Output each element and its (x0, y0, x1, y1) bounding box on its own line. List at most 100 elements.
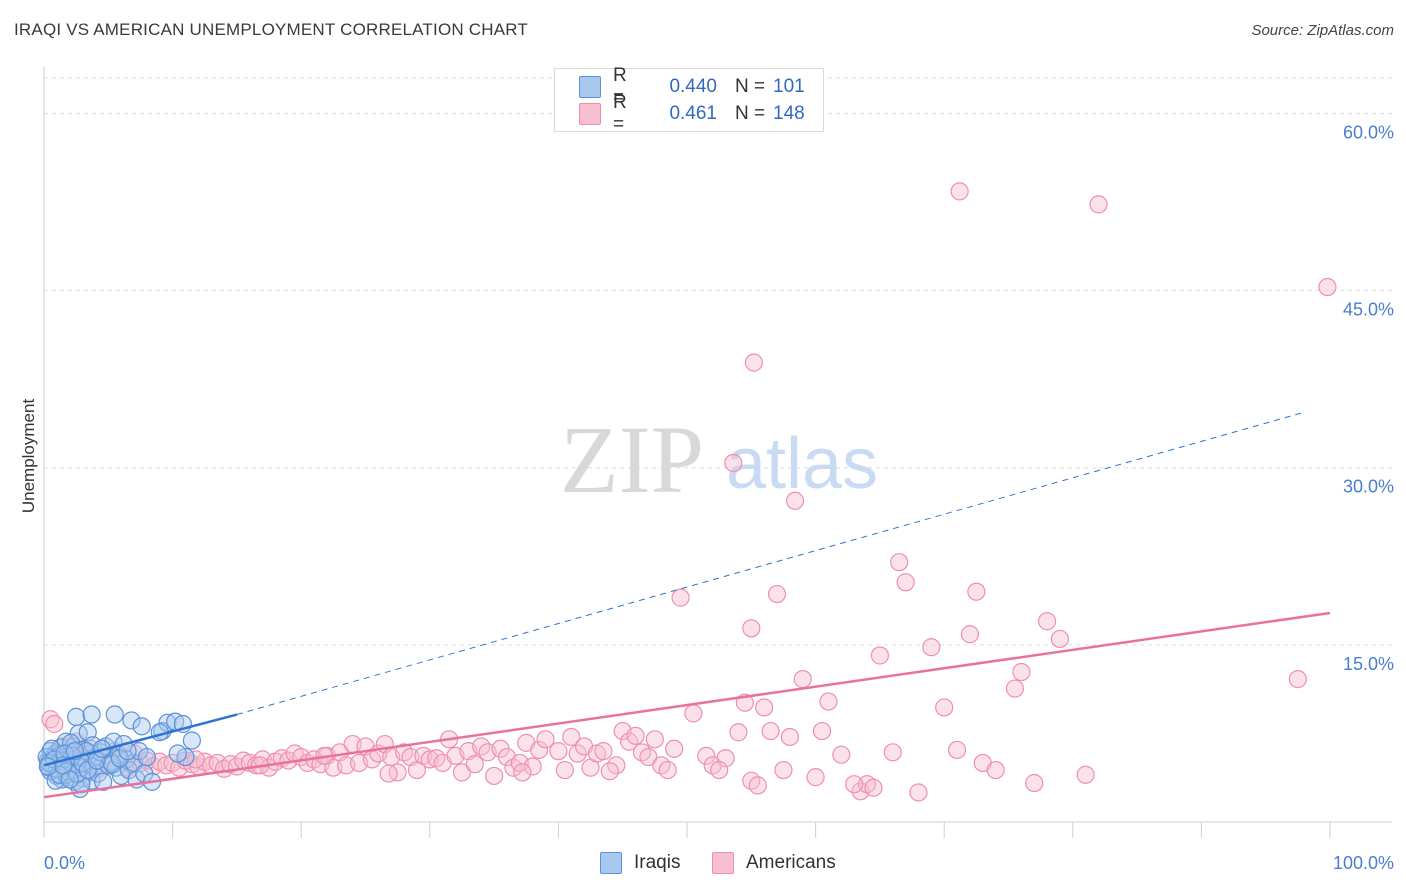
legend-item-iraqis[interactable]: Iraqis (600, 852, 680, 874)
iraqi-point (82, 705, 101, 724)
american-point (1012, 662, 1031, 682)
american-point (1076, 765, 1095, 784)
american-point (1005, 679, 1025, 698)
americans-swatch (579, 103, 601, 125)
watermark-atlas: atlas (726, 424, 878, 504)
american-point (742, 619, 761, 638)
american-point (1288, 670, 1307, 689)
american-point (626, 726, 645, 745)
american-point (452, 763, 472, 782)
y-tick-label: 60.0% (1343, 122, 1394, 142)
american-point (485, 766, 504, 786)
iraqis-points (37, 705, 201, 799)
american-point (555, 760, 574, 780)
american-point (568, 744, 587, 763)
americans-trend-line (43, 611, 1331, 799)
american-point (935, 698, 954, 717)
x-tick-label-min: 0.0% (44, 853, 85, 873)
american-point (864, 778, 883, 797)
american-point (379, 764, 398, 783)
american-point (883, 743, 902, 762)
american-point (806, 768, 825, 787)
american-point (729, 723, 748, 742)
americans-legend-swatch (712, 852, 734, 874)
trend-lines (43, 411, 1331, 799)
american-point (793, 670, 812, 689)
american-point (639, 747, 658, 767)
gridlines (44, 77, 1392, 646)
american-point (780, 727, 799, 747)
american-point (1318, 277, 1337, 297)
legend-item-americans[interactable]: Americans (712, 852, 836, 874)
iraqi-point (110, 749, 129, 768)
iraqi-point (122, 711, 141, 730)
axes (43, 66, 1392, 838)
american-point (710, 760, 729, 780)
american-point (870, 646, 890, 665)
american-point (761, 721, 780, 741)
american-point (785, 491, 805, 510)
americans-n-label: N = (735, 103, 766, 124)
american-point (536, 730, 555, 749)
iraqi-point (105, 705, 124, 724)
american-point (671, 588, 690, 607)
watermark-zip: ZIP (560, 406, 704, 513)
americans-r-label: R = (613, 92, 627, 135)
y-tick-labels: 15.0% 30.0% 45.0% 60.0% (1343, 122, 1394, 673)
american-point (896, 573, 915, 592)
american-point (1025, 773, 1044, 793)
american-point (600, 762, 619, 781)
iraqi-point (158, 713, 177, 732)
iraqis-legend-label: Iraqis (634, 852, 681, 873)
iraqis-swatch (579, 76, 601, 98)
american-point (665, 739, 684, 758)
x-tick-label-max: 100.0% (1333, 853, 1394, 873)
iraqi-point (132, 717, 151, 736)
american-point (986, 760, 1005, 780)
american-point (513, 763, 532, 782)
americans-n-value: 148 (773, 103, 805, 124)
iraqis-legend-swatch (600, 852, 622, 874)
series-legend: Iraqis Americans (0, 852, 1406, 878)
american-point (748, 776, 767, 795)
y-tick-label: 15.0% (1343, 654, 1394, 674)
american-point (967, 582, 986, 601)
american-point (960, 625, 980, 644)
iraqis-trend-extension (236, 411, 1305, 716)
american-point (1037, 612, 1057, 631)
iraqis-n-label: N = (735, 76, 766, 97)
y-axis-label: Unemployment (19, 399, 38, 514)
iraqis-trend-line (43, 713, 238, 767)
y-tick-label: 30.0% (1343, 477, 1394, 497)
american-point (950, 182, 969, 201)
american-point (744, 353, 763, 372)
american-point (724, 453, 743, 473)
american-point (465, 755, 484, 774)
american-point (716, 749, 735, 768)
american-point (594, 742, 613, 761)
legend-row-americans: R = 0.461 N = 148 (579, 92, 805, 135)
legend-row-iraqis: R = 0.440 N = 101 (579, 65, 805, 108)
american-point (645, 730, 664, 749)
source-credit: Source: ZipAtlas.com (1251, 22, 1394, 39)
iraqi-point (137, 747, 156, 767)
american-point (45, 714, 64, 734)
iraqi-point (38, 757, 57, 776)
american-point (1089, 195, 1108, 214)
american-point (658, 760, 677, 780)
american-point (1050, 629, 1070, 649)
american-point (845, 775, 864, 794)
american-point (697, 746, 716, 765)
american-point (684, 704, 703, 723)
iraqi-point (94, 772, 113, 791)
american-point (530, 740, 549, 760)
american-point (562, 727, 581, 747)
american-point (523, 757, 542, 776)
iraqis-n-value: 101 (773, 76, 805, 97)
american-point (909, 783, 928, 802)
correlation-legend: R = 0.440 N = 101 R = 0.461 N = 148 (554, 65, 824, 135)
iraqi-point (168, 744, 187, 763)
american-point (549, 742, 568, 761)
american-point (832, 745, 851, 764)
